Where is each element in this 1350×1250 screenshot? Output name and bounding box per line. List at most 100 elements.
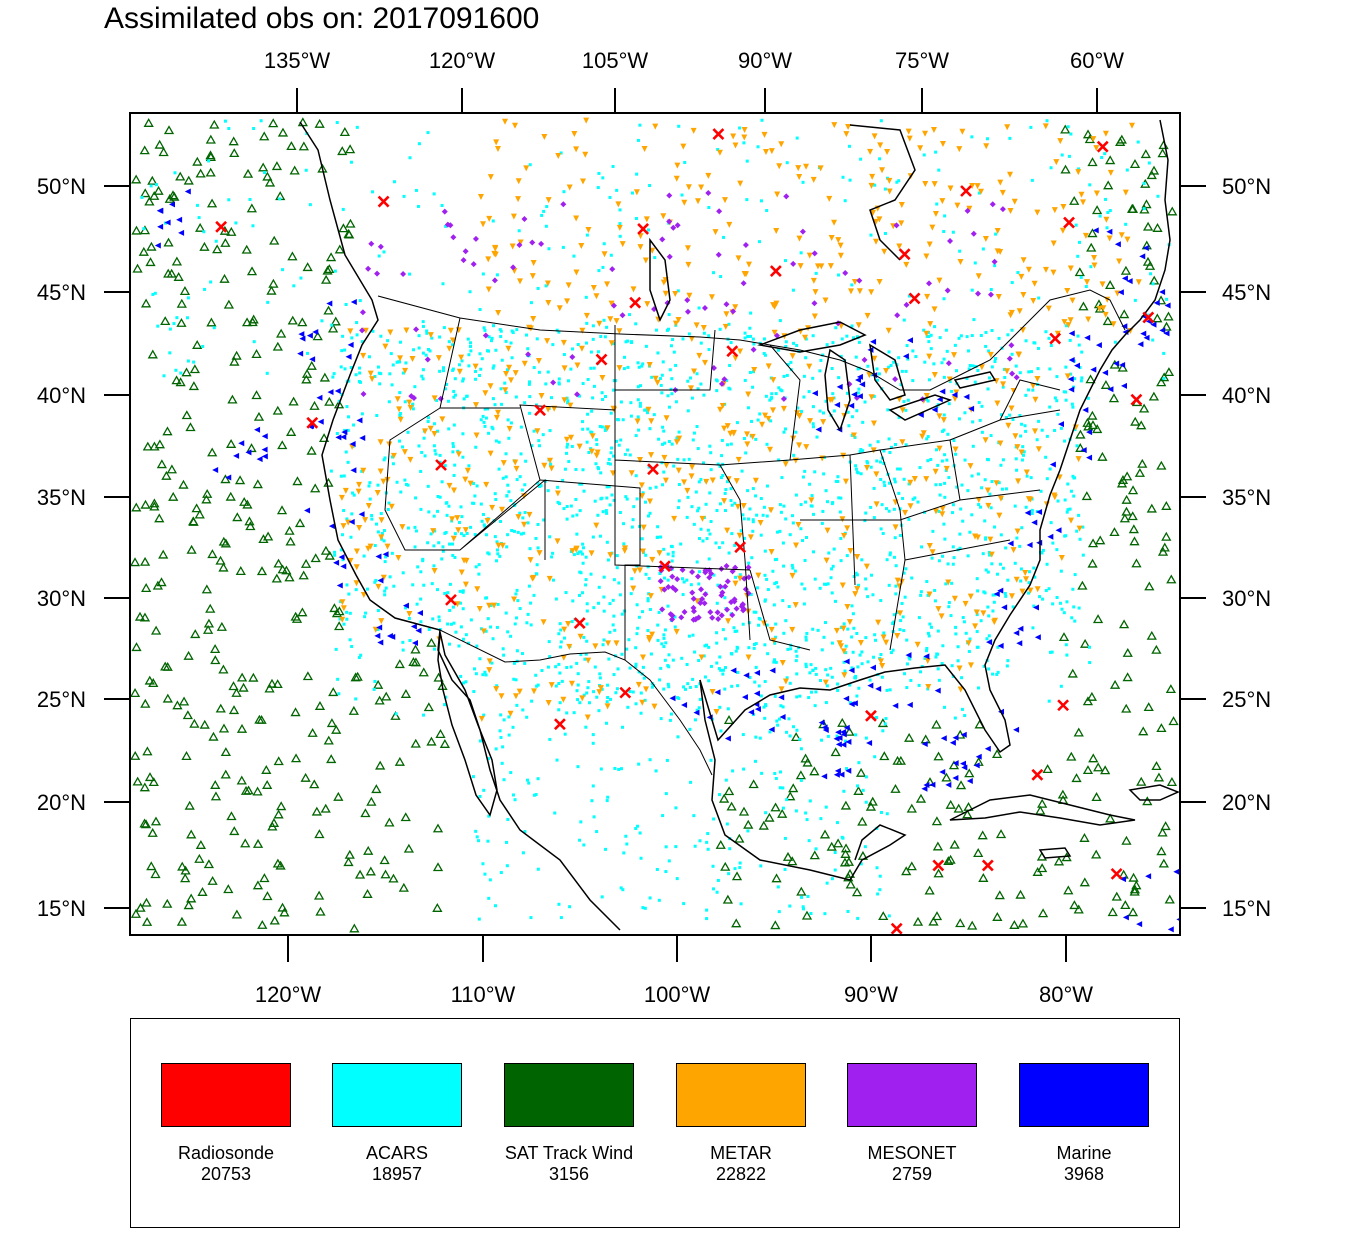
acars-marker xyxy=(703,644,707,648)
marine-marker xyxy=(1032,604,1039,611)
acars-marker xyxy=(658,377,662,381)
acars-marker xyxy=(904,408,908,412)
acars-marker xyxy=(885,688,889,692)
acars-marker xyxy=(578,394,582,398)
mesonet-marker xyxy=(989,201,996,208)
acars-marker xyxy=(433,449,437,453)
sat-track-wind-marker xyxy=(205,603,216,613)
acars-marker xyxy=(1071,405,1075,409)
acars-marker xyxy=(1077,343,1081,347)
sat-track-wind-marker xyxy=(210,780,221,789)
acars-marker xyxy=(987,667,991,671)
acars-marker xyxy=(436,494,440,498)
metar-marker xyxy=(922,180,929,187)
acars-marker xyxy=(341,334,345,338)
acars-marker xyxy=(697,582,701,586)
acars-marker xyxy=(757,623,761,627)
acars-marker xyxy=(902,571,906,575)
metar-marker xyxy=(699,515,706,522)
sat-track-wind-marker xyxy=(160,661,171,671)
acars-marker xyxy=(457,644,461,648)
acars-marker xyxy=(168,327,172,331)
acars-marker xyxy=(1084,285,1088,289)
sat-track-wind-marker xyxy=(184,800,195,810)
acars-marker xyxy=(584,555,588,559)
sat-track-wind-marker xyxy=(236,775,247,785)
acars-marker xyxy=(613,628,617,632)
metar-marker xyxy=(737,348,744,355)
acars-marker xyxy=(742,517,746,521)
acars-marker xyxy=(360,469,364,473)
acars-marker xyxy=(1041,548,1045,552)
acars-marker xyxy=(800,409,804,413)
acars-marker xyxy=(368,481,372,485)
sat-track-wind-marker xyxy=(226,226,237,236)
acars-marker xyxy=(853,676,857,680)
acars-marker xyxy=(1029,370,1033,374)
acars-marker xyxy=(685,662,689,666)
acars-marker xyxy=(408,639,412,643)
acars-marker xyxy=(528,163,532,167)
acars-marker xyxy=(795,728,799,732)
acars-marker xyxy=(747,517,751,521)
acars-marker xyxy=(768,398,772,402)
sat-track-wind-marker xyxy=(300,772,311,782)
acars-marker xyxy=(579,571,583,575)
acars-marker xyxy=(857,761,861,765)
sat-track-wind-marker xyxy=(227,394,238,404)
acars-marker xyxy=(578,838,582,842)
acars-marker xyxy=(234,221,238,225)
metar-marker xyxy=(848,288,855,295)
metar-marker xyxy=(691,368,698,375)
metar-marker xyxy=(768,626,775,633)
acars-marker xyxy=(808,671,812,675)
metar-marker xyxy=(579,178,586,185)
legend-label: Marine xyxy=(1056,1143,1112,1163)
acars-marker xyxy=(1066,482,1070,486)
acars-marker xyxy=(142,227,146,231)
acars-marker xyxy=(532,593,536,597)
acars-marker xyxy=(802,395,806,399)
sat-track-wind-marker xyxy=(241,317,253,327)
sat-track-wind-marker xyxy=(853,785,864,795)
metar-marker xyxy=(844,603,851,610)
acars-marker xyxy=(535,684,539,688)
acars-marker xyxy=(625,647,629,651)
marine-marker xyxy=(1139,253,1146,260)
sat-track-wind-marker xyxy=(271,573,282,583)
acars-marker xyxy=(958,546,962,550)
acars-marker xyxy=(454,630,458,634)
metar-marker xyxy=(969,182,976,189)
acars-marker xyxy=(1024,393,1028,397)
acars-marker xyxy=(820,738,824,742)
sat-track-wind-marker xyxy=(189,718,200,728)
sat-track-wind-marker xyxy=(266,678,278,688)
sat-track-wind-marker xyxy=(272,341,283,351)
acars-marker xyxy=(417,346,421,350)
sat-track-wind-marker xyxy=(843,872,854,882)
acars-marker xyxy=(373,679,377,683)
acars-marker xyxy=(888,553,892,557)
acars-marker xyxy=(483,424,487,428)
metar-marker xyxy=(897,610,904,617)
metar-marker xyxy=(407,456,414,463)
acars-marker xyxy=(592,815,596,819)
map-frame xyxy=(129,112,1181,936)
marine-marker xyxy=(931,406,938,413)
acars-marker xyxy=(940,361,944,365)
acars-marker xyxy=(754,642,758,646)
sat-track-wind-marker xyxy=(182,710,193,720)
acars-marker xyxy=(551,578,555,582)
right-lat-label: 50°N xyxy=(1222,174,1271,199)
acars-marker xyxy=(800,582,804,586)
mesonet-marker xyxy=(724,578,731,585)
marine-marker xyxy=(856,393,863,400)
acars-marker xyxy=(697,306,701,310)
sat-track-wind-marker xyxy=(840,849,851,858)
metar-marker xyxy=(548,682,555,689)
acars-marker xyxy=(811,425,815,429)
acars-marker xyxy=(733,629,737,633)
sat-track-wind-marker xyxy=(298,570,309,580)
acars-marker xyxy=(970,474,974,478)
sat-track-wind-marker xyxy=(328,687,339,697)
